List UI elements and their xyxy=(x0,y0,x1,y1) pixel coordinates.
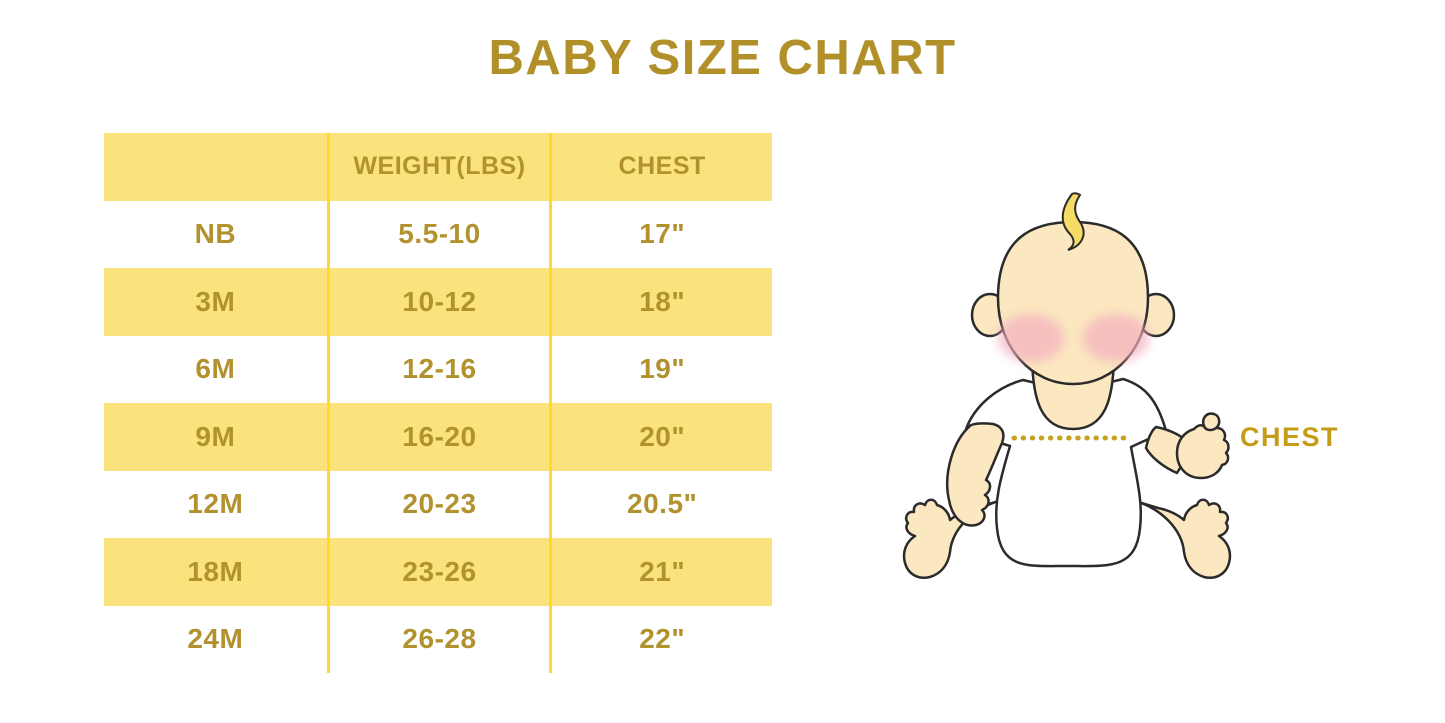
baby-right-cheek xyxy=(1083,314,1149,362)
chest-cell: 22" xyxy=(549,605,772,673)
chest-cell: 20.5" xyxy=(549,470,772,538)
chest-cell: 19" xyxy=(549,335,772,403)
table-header-row: WEIGHT(LBS) CHEST xyxy=(104,133,772,201)
size-cell: 6M xyxy=(195,353,236,385)
size-cell: NB xyxy=(194,218,237,250)
baby-thumb xyxy=(1202,412,1221,432)
baby-left-leg xyxy=(902,498,1004,579)
baby-left-cheek xyxy=(998,314,1064,362)
baby-left-arm xyxy=(946,422,1005,527)
weight-cell: 16-20 xyxy=(326,403,550,471)
table-row: 9M 16-20 20" xyxy=(104,403,772,471)
weight-cell: 5.5-10 xyxy=(326,200,550,268)
baby-right-leg xyxy=(1130,498,1232,579)
weight-cell: 10-12 xyxy=(326,268,550,336)
baby-shirt xyxy=(963,377,1168,568)
table-row: NB 5.5-10 17" xyxy=(104,200,772,268)
chest-cell: 21" xyxy=(549,538,772,606)
weight-cell: 20-23 xyxy=(326,470,550,538)
chest-cell: 17" xyxy=(549,200,772,268)
table-row: 3M 10-12 18" xyxy=(104,268,772,336)
weight-cell: 26-28 xyxy=(326,605,550,673)
weight-cell: 23-26 xyxy=(326,538,550,606)
baby-hair-curl-icon xyxy=(1061,192,1085,251)
chest-cell: 20" xyxy=(549,403,772,471)
table-row: 18M 23-26 21" xyxy=(104,538,772,606)
baby-right-fist xyxy=(1175,421,1230,480)
size-cell: 3M xyxy=(195,285,236,317)
size-cell: 9M xyxy=(195,420,236,452)
baby-illustration xyxy=(860,180,1380,620)
size-cell: 12M xyxy=(187,488,244,520)
header-cell-chest: CHEST xyxy=(549,133,772,201)
header-cell-weight: WEIGHT(LBS) xyxy=(326,133,550,201)
chest-measurement-label: CHEST xyxy=(1240,422,1340,452)
baby-svg xyxy=(902,192,1232,579)
chest-cell: 18" xyxy=(549,268,772,336)
table-row: 12M 20-23 20.5" xyxy=(104,470,772,538)
header-cell-size xyxy=(104,133,327,201)
size-cell: 24M xyxy=(187,623,244,655)
size-cell: 18M xyxy=(187,555,244,587)
weight-cell: 12-16 xyxy=(326,335,550,403)
table-row: 24M 26-28 22" xyxy=(104,605,772,673)
page-title: BABY SIZE CHART xyxy=(488,31,957,85)
table-row: 6M 12-16 19" xyxy=(104,335,772,403)
size-table: WEIGHT(LBS) CHEST NB 5.5-10 17" 3M 10-12… xyxy=(104,133,772,673)
